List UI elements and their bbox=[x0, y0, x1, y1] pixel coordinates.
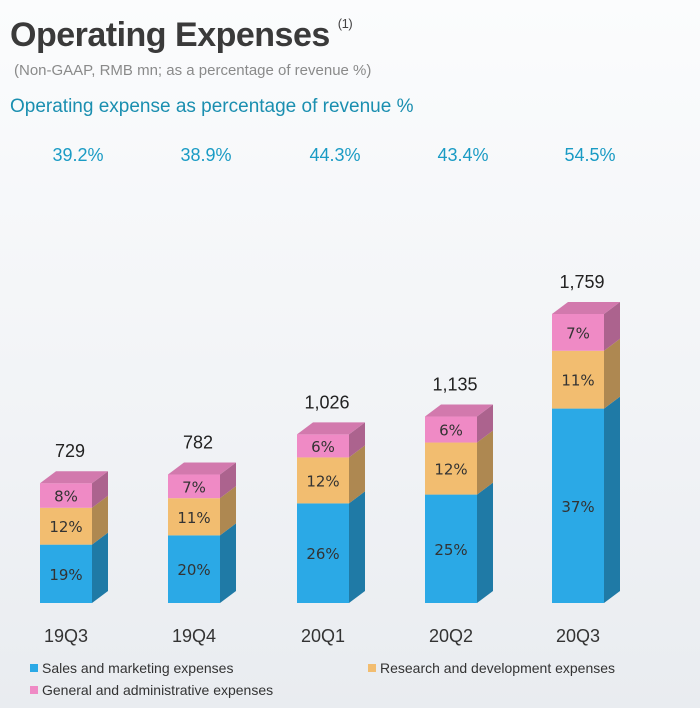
bar-top-20Q3 bbox=[552, 302, 620, 314]
pct-of-revenue-label-20Q2: 43.4% bbox=[437, 145, 488, 165]
pct-of-revenue-label-20Q1: 44.3% bbox=[309, 145, 360, 165]
bar-side-rnd-19Q4 bbox=[220, 486, 236, 536]
bar-side-sales-19Q4 bbox=[220, 523, 236, 603]
bar-sales-20Q1 bbox=[297, 503, 349, 603]
page-title: Operating Expenses (1) bbox=[10, 16, 353, 55]
bar-side-sales-19Q3 bbox=[92, 532, 108, 603]
bar-gna-19Q4 bbox=[168, 474, 220, 499]
total-label-20Q3: 1,759 bbox=[559, 272, 604, 292]
bar-gna-20Q1 bbox=[297, 434, 349, 458]
bar-side-rnd-20Q2 bbox=[477, 430, 493, 495]
bar-top-19Q3 bbox=[40, 471, 108, 484]
bar-sales-19Q3 bbox=[40, 544, 92, 603]
segment-label-rnd-19Q3: 12% bbox=[49, 518, 82, 536]
bar-gna-20Q2 bbox=[425, 416, 477, 443]
bar-rnd-19Q4 bbox=[168, 498, 220, 536]
pct-of-revenue-label-19Q4: 38.9% bbox=[180, 145, 231, 165]
bar-sales-19Q4 bbox=[168, 535, 220, 603]
segment-label-rnd-20Q2: 12% bbox=[434, 461, 467, 479]
segment-label-gna-19Q3: 8% bbox=[54, 488, 78, 506]
bar-side-gna-19Q4 bbox=[220, 462, 236, 499]
segment-label-gna-20Q3: 7% bbox=[566, 324, 590, 342]
bar-side-sales-20Q3 bbox=[604, 396, 620, 603]
bar-side-rnd-20Q3 bbox=[604, 338, 620, 409]
category-label-20Q1: 20Q1 bbox=[301, 626, 345, 646]
segment-label-sales-20Q2: 25% bbox=[434, 541, 467, 559]
chart-heading: Operating expense as percentage of reven… bbox=[10, 96, 414, 117]
bar-side-gna-20Q3 bbox=[604, 302, 620, 351]
segment-label-gna-20Q2: 6% bbox=[439, 422, 463, 440]
page-title-text: Operating Expenses bbox=[10, 16, 330, 54]
segment-label-sales-19Q3: 19% bbox=[49, 566, 82, 584]
total-label-19Q4: 782 bbox=[183, 433, 213, 453]
segment-label-rnd-20Q3: 11% bbox=[561, 372, 594, 390]
bar-rnd-20Q2 bbox=[425, 442, 477, 495]
bar-rnd-20Q3 bbox=[552, 350, 604, 409]
bar-top-20Q2 bbox=[425, 404, 493, 417]
pct-of-revenue-label-19Q3: 39.2% bbox=[52, 145, 103, 165]
segment-label-rnd-19Q4: 11% bbox=[177, 509, 210, 527]
footnote-marker: (1) bbox=[337, 16, 353, 31]
bar-side-rnd-20Q1 bbox=[349, 445, 365, 504]
bar-rnd-20Q1 bbox=[297, 457, 349, 504]
bar-side-sales-20Q2 bbox=[477, 482, 493, 603]
segment-label-sales-20Q1: 26% bbox=[306, 545, 339, 563]
bar-sales-20Q2 bbox=[425, 494, 477, 603]
bar-side-gna-20Q1 bbox=[349, 422, 365, 458]
segment-label-sales-19Q4: 20% bbox=[177, 561, 210, 579]
bar-side-sales-20Q1 bbox=[349, 491, 365, 603]
total-label-19Q3: 729 bbox=[55, 441, 85, 461]
bar-top-20Q1 bbox=[297, 422, 365, 435]
category-label-20Q2: 20Q2 bbox=[429, 626, 473, 646]
bar-side-gna-20Q2 bbox=[477, 404, 493, 443]
bar-side-gna-19Q3 bbox=[92, 471, 108, 508]
pct-of-revenue-label-20Q3: 54.5% bbox=[564, 145, 615, 165]
bar-gna-19Q3 bbox=[40, 483, 92, 508]
bar-top-19Q4 bbox=[168, 462, 236, 475]
category-label-19Q4: 19Q4 bbox=[172, 626, 216, 646]
total-label-20Q2: 1,135 bbox=[432, 375, 477, 395]
page-subtitle: (Non-GAAP, RMB mn; as a percentage of re… bbox=[14, 62, 372, 79]
bar-rnd-19Q3 bbox=[40, 507, 92, 545]
bar-gna-20Q3 bbox=[552, 314, 604, 351]
segment-label-gna-20Q1: 6% bbox=[311, 438, 335, 456]
segment-label-sales-20Q3: 37% bbox=[561, 498, 594, 516]
total-label-20Q1: 1,026 bbox=[304, 392, 349, 412]
category-label-19Q3: 19Q3 bbox=[44, 626, 88, 646]
segment-label-gna-19Q4: 7% bbox=[182, 478, 206, 496]
bar-side-rnd-19Q3 bbox=[92, 495, 108, 545]
bar-sales-20Q3 bbox=[552, 408, 604, 603]
category-label-20Q3: 20Q3 bbox=[556, 626, 600, 646]
segment-label-rnd-20Q1: 12% bbox=[306, 472, 339, 490]
